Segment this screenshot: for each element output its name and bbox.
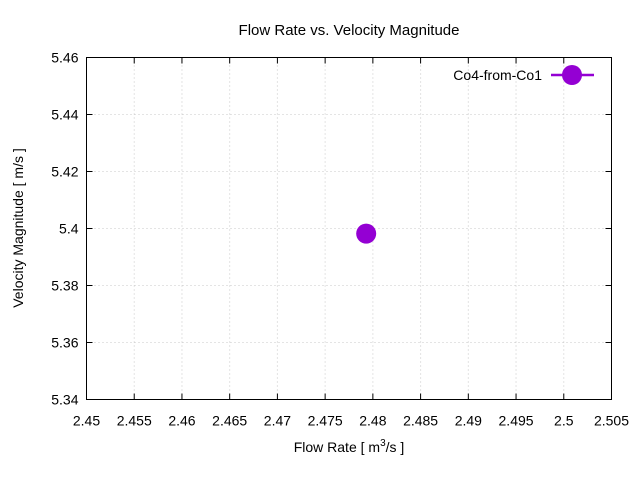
x-tick-label: 2.48 bbox=[359, 413, 386, 429]
x-axis-label: Flow Rate [ m3/s ] bbox=[294, 438, 405, 455]
x-tick-label: 2.5 bbox=[554, 413, 574, 429]
x-tick-label: 2.45 bbox=[73, 413, 100, 429]
x-tick-label: 2.49 bbox=[455, 413, 482, 429]
data-point bbox=[356, 223, 377, 244]
x-tick-label: 2.465 bbox=[212, 413, 247, 429]
legend-label: Co4-from-Co1 bbox=[453, 67, 542, 83]
grid bbox=[86, 57, 612, 400]
x-tick-label: 2.485 bbox=[403, 413, 438, 429]
y-tick-label: 5.34 bbox=[51, 392, 78, 408]
plot-frame bbox=[86, 57, 612, 400]
tick-marks bbox=[86, 57, 612, 400]
y-tick-label: 5.38 bbox=[51, 278, 78, 294]
x-tick-label: 2.455 bbox=[117, 413, 152, 429]
x-tick-label: 2.47 bbox=[264, 413, 291, 429]
data-points bbox=[356, 223, 377, 244]
legend-marker bbox=[562, 65, 582, 85]
y-tick-label: 5.4 bbox=[59, 221, 79, 237]
chart-title: Flow Rate vs. Velocity Magnitude bbox=[239, 22, 460, 39]
y-tick-label: 5.46 bbox=[51, 50, 78, 66]
y-tick-label: 5.44 bbox=[51, 107, 78, 123]
y-axis-label: Velocity Magnitude [ m/s ] bbox=[10, 148, 26, 308]
x-tick-label: 2.495 bbox=[499, 413, 534, 429]
x-tick-label: 2.505 bbox=[594, 413, 629, 429]
x-tick-label: 2.475 bbox=[308, 413, 343, 429]
x-tick-label: 2.46 bbox=[168, 413, 195, 429]
legend: Co4-from-Co1 bbox=[453, 65, 594, 85]
x-tick-labels: 2.45 2.455 2.46 2.465 2.47 2.475 2.48 2.485 2.49… bbox=[73, 413, 629, 429]
y-tick-label: 5.36 bbox=[51, 335, 78, 351]
y-tick-labels: 5.34 5.36 5.38 5.4 5.42 5.44 5.46 bbox=[51, 50, 78, 408]
y-tick-label: 5.42 bbox=[51, 164, 78, 180]
